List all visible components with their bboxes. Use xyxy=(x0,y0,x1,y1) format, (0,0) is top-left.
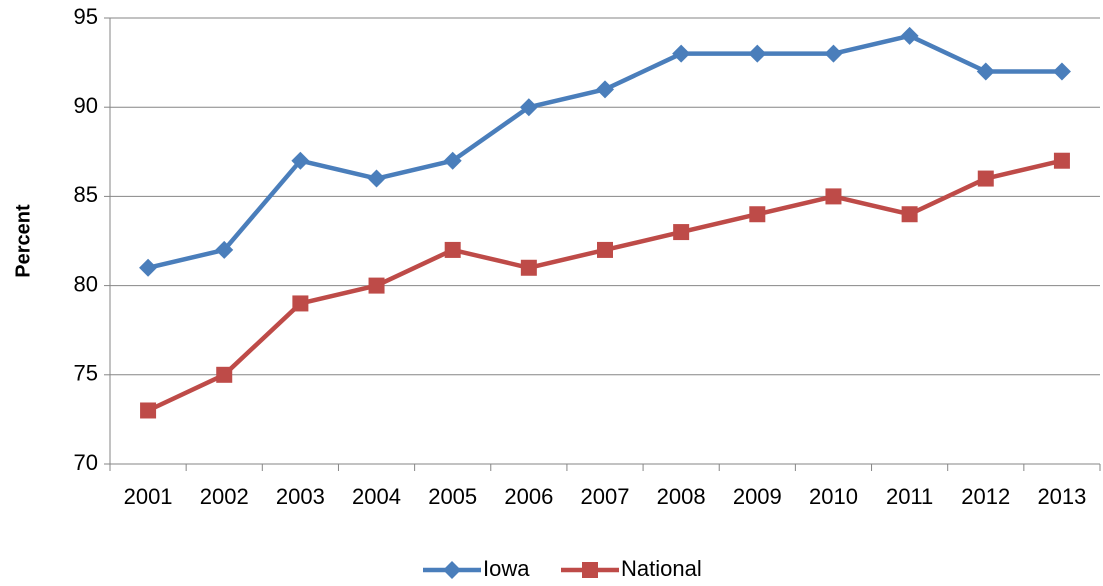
y-tick-label: 85 xyxy=(74,182,98,207)
data-point xyxy=(596,80,614,99)
data-point xyxy=(749,206,766,223)
data-point xyxy=(291,151,310,170)
y-tick-label: 90 xyxy=(74,93,98,118)
x-tick-label: 2004 xyxy=(352,484,401,509)
data-point xyxy=(140,402,157,419)
y-tick-label: 95 xyxy=(74,4,98,29)
x-tick-label: 2007 xyxy=(581,484,630,509)
y-tick-label: 75 xyxy=(74,361,98,386)
data-point xyxy=(519,98,538,117)
data-point xyxy=(1053,152,1070,169)
data-point xyxy=(672,44,691,63)
data-point xyxy=(215,240,234,259)
data-point xyxy=(673,224,690,241)
data-point xyxy=(901,206,918,223)
data-point xyxy=(139,258,158,277)
data-point xyxy=(900,26,919,45)
data-point xyxy=(1052,62,1071,81)
x-tick-label: 2005 xyxy=(428,484,477,509)
legend-label: National xyxy=(621,556,702,581)
data-point xyxy=(748,44,767,63)
x-tick-label: 2010 xyxy=(809,484,858,509)
data-point xyxy=(292,295,309,312)
x-tick-label: 2001 xyxy=(124,484,173,509)
legend-label: Iowa xyxy=(483,556,530,581)
y-axis-label: Percent xyxy=(12,204,34,278)
data-point xyxy=(825,188,842,205)
data-point xyxy=(367,169,386,188)
x-tick-label: 2008 xyxy=(657,484,706,509)
series-line xyxy=(147,33,1062,270)
x-tick-label: 2009 xyxy=(733,484,782,509)
legend-marker xyxy=(443,561,461,579)
data-point xyxy=(443,151,462,170)
x-tick-label: 2013 xyxy=(1037,484,1086,509)
x-tick-label: 2002 xyxy=(200,484,249,509)
x-tick-label: 2011 xyxy=(886,484,933,509)
y-tick-label: 70 xyxy=(74,450,98,475)
data-point xyxy=(597,241,613,258)
data-point xyxy=(977,170,994,187)
data-point xyxy=(824,44,843,63)
x-tick-label: 2012 xyxy=(961,484,1010,509)
data-point xyxy=(216,366,233,383)
data-point xyxy=(444,241,461,258)
x-tick-label: 2003 xyxy=(276,484,325,509)
y-tick-label: 80 xyxy=(74,271,98,296)
x-tick-label: 2006 xyxy=(504,484,553,509)
data-point xyxy=(520,259,537,276)
data-point xyxy=(976,62,995,81)
legend-marker xyxy=(582,562,598,578)
data-point xyxy=(368,277,385,294)
